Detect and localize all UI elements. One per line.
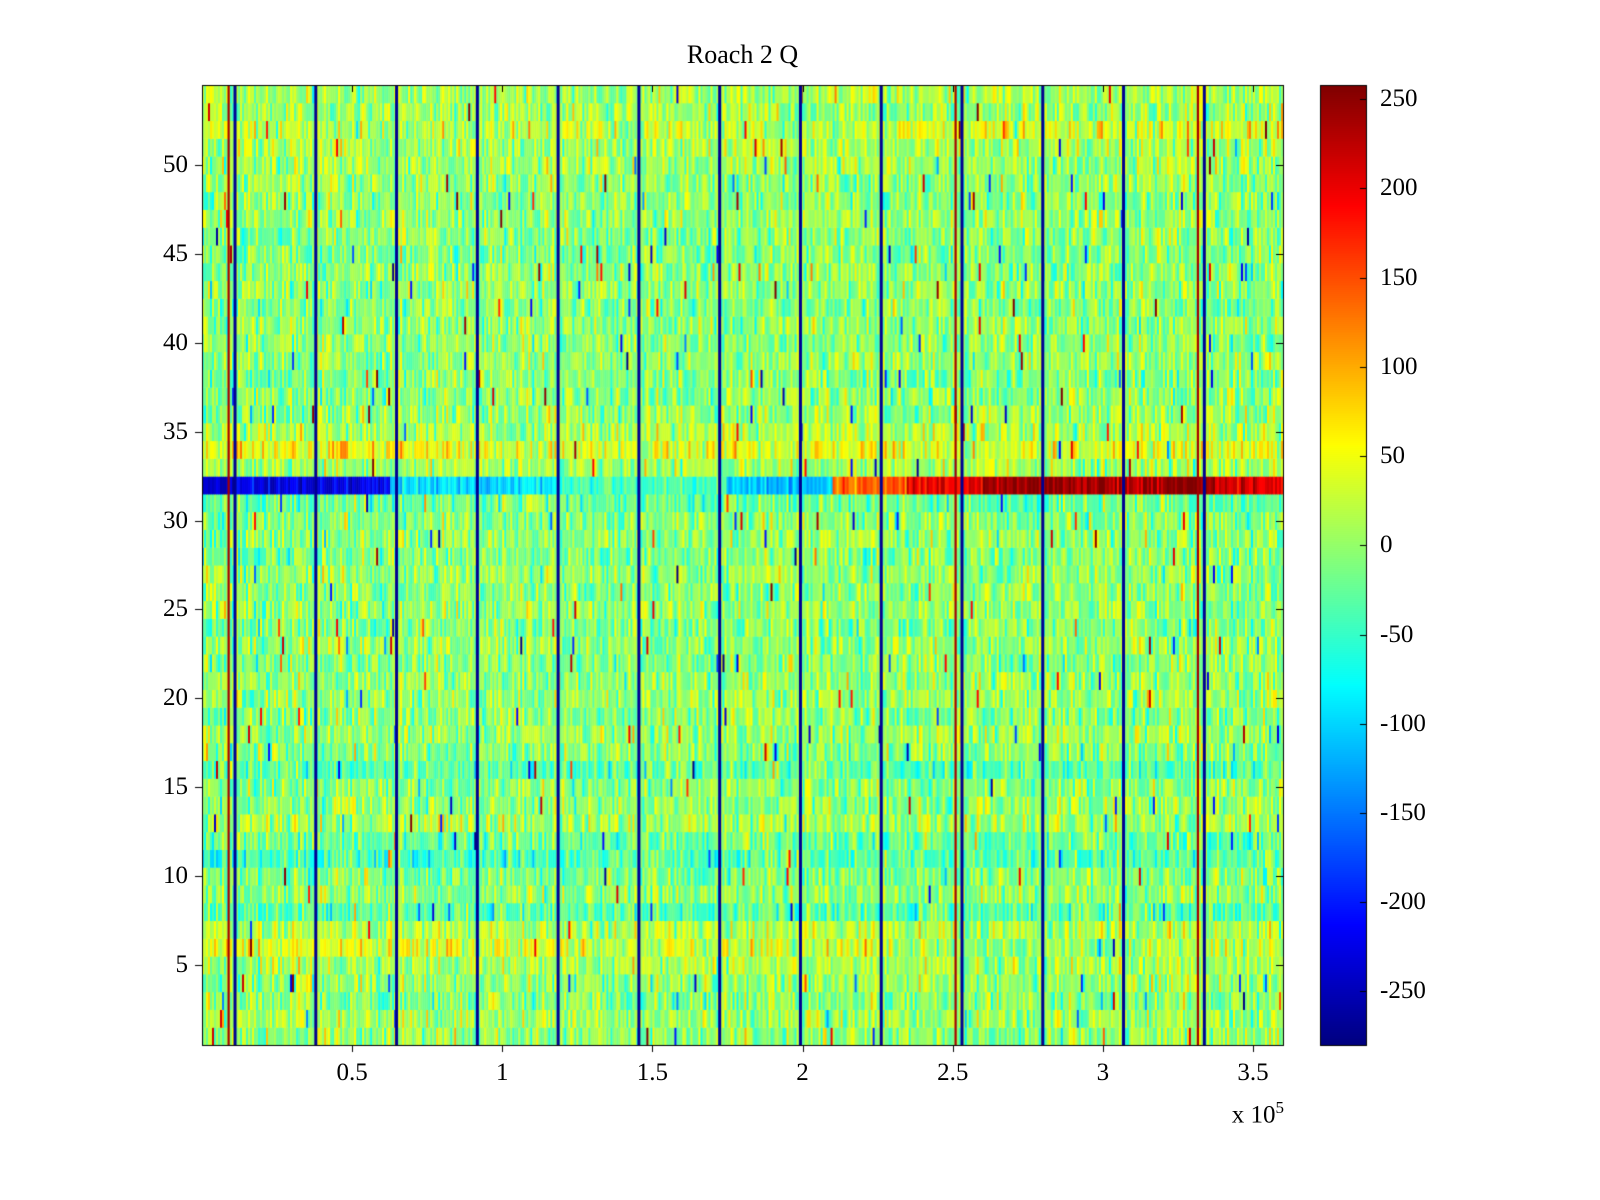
colorbar-tick-label: -200 [1380, 888, 1426, 916]
colorbar-tick-label: -100 [1380, 709, 1426, 737]
colorbar-tick-label: -150 [1380, 799, 1426, 827]
x-tick-label: 1.5 [636, 1059, 669, 1086]
y-tick-label: 15 [163, 773, 188, 801]
y-tick-label: 30 [163, 506, 188, 534]
x-tick-label: 3 [1096, 1059, 1110, 1086]
y-tick-label: 5 [175, 951, 189, 978]
x-axis-multiplier-exponent: 5 [1275, 1098, 1285, 1117]
colorbar-tick-label: 100 [1380, 352, 1418, 380]
colorbar-tick-label: 0 [1380, 531, 1393, 559]
y-tick-label: 20 [163, 684, 188, 712]
colorbar-tick-label: 250 [1380, 85, 1418, 113]
colorbar-tick-label: -250 [1380, 977, 1426, 1005]
y-tick-label: 10 [163, 862, 188, 890]
x-tick-label: 2 [796, 1059, 809, 1086]
y-tick-label: 25 [163, 595, 188, 623]
colorbar-tick-label: 200 [1380, 174, 1418, 202]
x-tick-label: 1 [496, 1059, 509, 1086]
y-tick-label: 45 [163, 239, 188, 267]
x-axis-multiplier: x 105 [1232, 1098, 1284, 1129]
y-tick-label: 40 [163, 328, 188, 356]
colorbar-tick-label: 50 [1380, 442, 1405, 470]
colorbar-tick-label: -50 [1380, 620, 1414, 648]
x-axis-multiplier-base: x 10 [1231, 1101, 1276, 1129]
y-tick-label: 50 [163, 151, 188, 178]
y-tick-label: 35 [163, 417, 188, 445]
x-tick-label: 0.5 [336, 1059, 368, 1086]
x-tick-label: 2.5 [937, 1059, 969, 1086]
x-tick-label: 3.5 [1237, 1059, 1269, 1086]
colorbar-tick-label: 150 [1380, 263, 1418, 291]
